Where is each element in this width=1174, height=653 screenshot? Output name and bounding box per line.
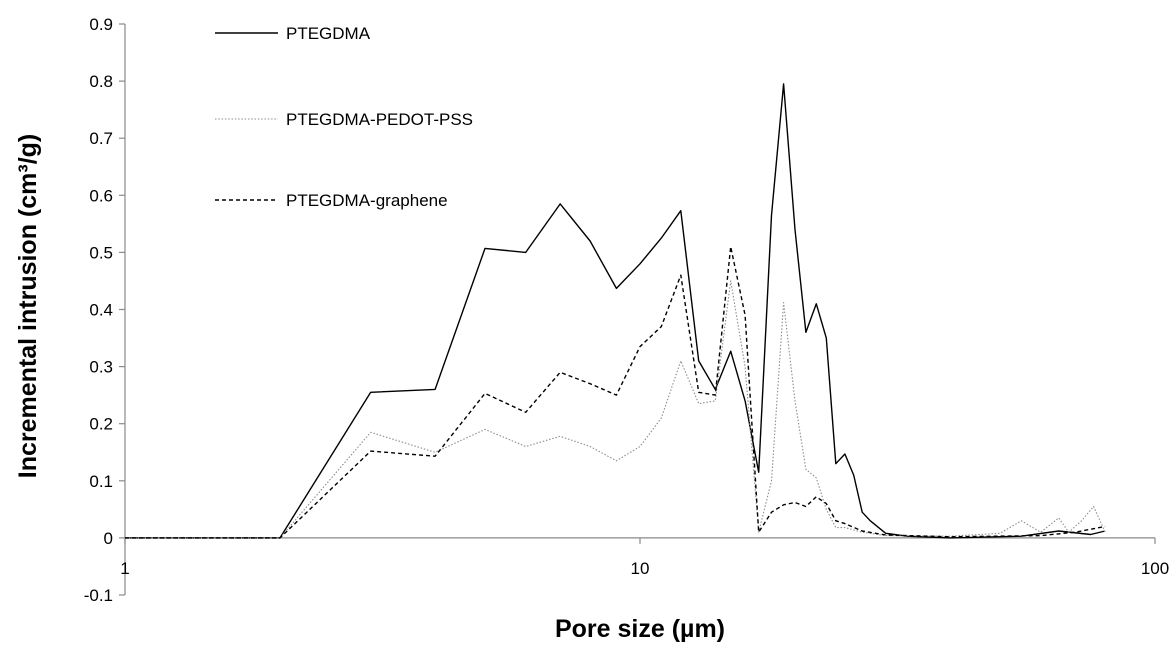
y-tick-label: 0.1 xyxy=(89,472,113,491)
x-axis-title: Pore size (µm) xyxy=(555,615,725,643)
y-tick-label: 0.2 xyxy=(89,415,113,434)
x-tick-label: 10 xyxy=(631,559,650,578)
series-line-2 xyxy=(125,280,1106,539)
y-tick-label: 0.3 xyxy=(89,358,113,377)
y-tick-label: 0 xyxy=(104,529,113,548)
y-tick-label: 0.7 xyxy=(89,129,113,148)
y-tick-label: -0.1 xyxy=(84,586,113,605)
legend-label-1: PTEGDMA xyxy=(286,24,371,43)
y-tick-label: 0.4 xyxy=(89,301,113,320)
x-tick-label: 1 xyxy=(120,559,129,578)
axes xyxy=(119,23,1156,596)
series-line-1 xyxy=(125,83,1106,539)
legend-label-2: PTEGDMA-PEDOT-PSS xyxy=(286,110,473,129)
x-tick-label: 100 xyxy=(1141,559,1169,578)
legend: PTEGDMA PTEGDMA-PEDOT-PSS PTEGDMA-graphene xyxy=(215,24,473,210)
series-group xyxy=(125,83,1106,539)
y-tick-label: 0.8 xyxy=(89,72,113,91)
tick-labels: -0.1 0 0.1 0.2 0.3 0.4 0.5 0.6 0.7 0.8 0.9 1 10 100 xyxy=(84,15,1169,605)
y-tick-label: 0.6 xyxy=(89,186,113,205)
y-axis-title: Incremental intrusion (cm³/g) xyxy=(14,134,42,478)
y-tick-label: 0.5 xyxy=(89,243,113,262)
legend-label-3: PTEGDMA-graphene xyxy=(286,191,448,210)
y-tick-label: 0.9 xyxy=(89,15,113,34)
series-line-3 xyxy=(125,245,1106,539)
